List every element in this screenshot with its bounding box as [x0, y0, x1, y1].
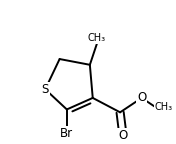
Text: CH₃: CH₃	[88, 33, 106, 43]
Text: Br: Br	[60, 127, 73, 140]
Text: O: O	[118, 129, 128, 142]
Text: S: S	[42, 83, 49, 96]
Text: O: O	[137, 91, 146, 104]
Text: CH₃: CH₃	[155, 102, 173, 112]
